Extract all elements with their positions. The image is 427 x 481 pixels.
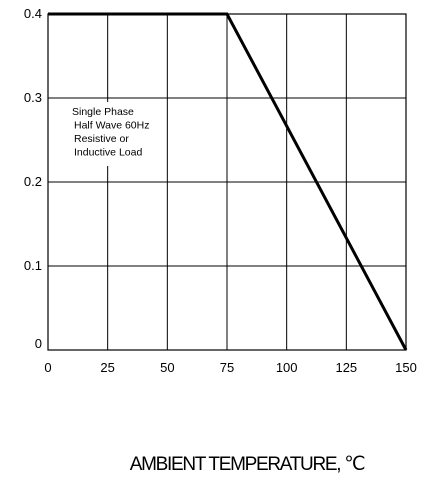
y-tick-label: 0 [35, 336, 42, 351]
y-tick-labels: 0 0.1 0.2 0.3 0.4 [24, 6, 42, 351]
annotation-line: Resistive or [74, 133, 129, 145]
x-tick-label: 100 [276, 360, 298, 375]
x-tick-label: 75 [220, 360, 234, 375]
y-tick-label: 0.2 [24, 174, 42, 189]
x-tick-label: 25 [100, 360, 114, 375]
x-tick-labels: 0 25 50 75 100 125 150 [44, 360, 416, 375]
x-axis-title: AMBIENT TEMPERATURE, ℃ [130, 454, 365, 475]
x-tick-label: 125 [335, 360, 357, 375]
y-tick-label: 0.1 [24, 258, 42, 273]
x-tick-label: 50 [160, 360, 174, 375]
annotation-line: Single Phase [72, 106, 134, 118]
series-layer [48, 12, 408, 351]
annotation-line: Inductive Load [74, 147, 142, 159]
grid [48, 14, 406, 350]
x-tick-label: 150 [395, 360, 417, 375]
y-tick-label: 0.4 [24, 6, 42, 21]
annotation-line: Half Wave 60Hz [74, 120, 149, 132]
y-tick-label: 0.3 [24, 90, 42, 105]
annotation-background [52, 102, 164, 166]
derating-curve [48, 12, 408, 351]
x-tick-label: 0 [44, 360, 51, 375]
